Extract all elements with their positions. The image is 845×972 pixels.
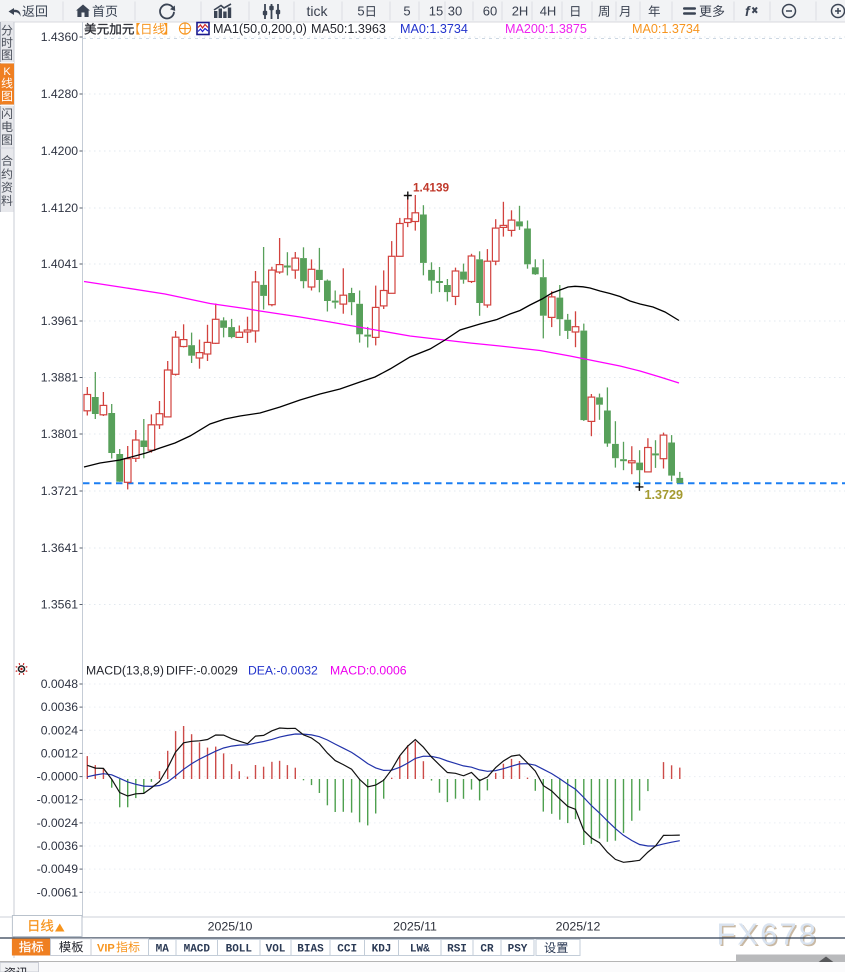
svg-text:60: 60 [483, 4, 497, 19]
svg-text:KDJ: KDJ [372, 944, 392, 956]
svg-text:0.0024: 0.0024 [41, 723, 78, 737]
svg-text:MACD: MACD [184, 944, 211, 956]
svg-text:0.0012: 0.0012 [41, 746, 78, 760]
svg-text:1.4120: 1.4120 [41, 201, 78, 215]
svg-text:30: 30 [448, 4, 462, 19]
svg-text:2025/11: 2025/11 [393, 920, 437, 934]
svg-text:FX678: FX678 [717, 917, 818, 952]
svg-text:MA200:1.3875: MA200:1.3875 [505, 22, 587, 36]
svg-text:0.0048: 0.0048 [41, 677, 78, 691]
svg-text:-0.0024: -0.0024 [37, 816, 79, 830]
svg-text:-0.0012: -0.0012 [37, 793, 79, 807]
svg-text:MA: MA [156, 944, 170, 956]
svg-text:MACD(13,8,9): MACD(13,8,9) [86, 664, 164, 678]
svg-text:-0.0049: -0.0049 [37, 862, 79, 876]
svg-text:1.3881: 1.3881 [41, 371, 78, 385]
svg-text:1.4041: 1.4041 [41, 257, 78, 271]
svg-text:MA50:1.3963: MA50:1.3963 [311, 22, 386, 36]
svg-text:f: f [745, 3, 751, 19]
svg-text:15: 15 [429, 4, 443, 19]
svg-text:5: 5 [357, 4, 364, 19]
svg-text:DIFF:-0.0029: DIFF:-0.0029 [166, 664, 238, 678]
svg-text:CR: CR [480, 944, 494, 956]
svg-text:-0.0061: -0.0061 [37, 885, 79, 899]
svg-text:2H: 2H [512, 4, 529, 19]
svg-text:VIP: VIP [97, 943, 115, 955]
svg-text:1.4200: 1.4200 [41, 144, 78, 158]
svg-text:1.3801: 1.3801 [41, 427, 78, 441]
svg-text:BOLL: BOLL [226, 944, 253, 956]
svg-text:2025/10: 2025/10 [208, 920, 253, 934]
svg-text:CCI: CCI [337, 944, 357, 956]
svg-text:MA0:1.3734: MA0:1.3734 [632, 22, 700, 36]
svg-text:-0.0036: -0.0036 [37, 839, 79, 853]
svg-text:1.4360: 1.4360 [41, 30, 78, 44]
svg-text:1.4280: 1.4280 [41, 87, 78, 101]
svg-text:FX678: FX678 [718, 918, 819, 953]
svg-text:1.3729: 1.3729 [645, 488, 684, 502]
svg-text:1.3561: 1.3561 [41, 598, 78, 612]
svg-text:-0.0000: -0.0000 [37, 770, 79, 784]
svg-text:MA1(50,0,200,0): MA1(50,0,200,0) [213, 22, 307, 36]
svg-text:tick: tick [307, 3, 329, 19]
svg-text:0.0036: 0.0036 [41, 700, 78, 714]
svg-text:2025/12: 2025/12 [556, 920, 601, 934]
svg-text:K: K [3, 66, 11, 78]
svg-text:5: 5 [403, 4, 410, 19]
svg-text:RSI: RSI [447, 944, 467, 956]
svg-text:1.3641: 1.3641 [41, 541, 78, 555]
svg-text:1.3721: 1.3721 [41, 484, 78, 498]
svg-text:MACD:0.0006: MACD:0.0006 [330, 664, 407, 678]
svg-text:DEA:-0.0032: DEA:-0.0032 [248, 664, 318, 678]
svg-text:1.4139: 1.4139 [413, 181, 450, 195]
svg-text:4H: 4H [540, 4, 557, 19]
svg-text:LW&: LW& [410, 944, 430, 956]
svg-text:MA0:1.3734: MA0:1.3734 [400, 22, 468, 36]
svg-text:VOL: VOL [266, 944, 286, 956]
svg-text:PSY: PSY [508, 944, 528, 956]
svg-text:1.3961: 1.3961 [41, 314, 78, 328]
svg-text:BIAS: BIAS [297, 944, 324, 956]
